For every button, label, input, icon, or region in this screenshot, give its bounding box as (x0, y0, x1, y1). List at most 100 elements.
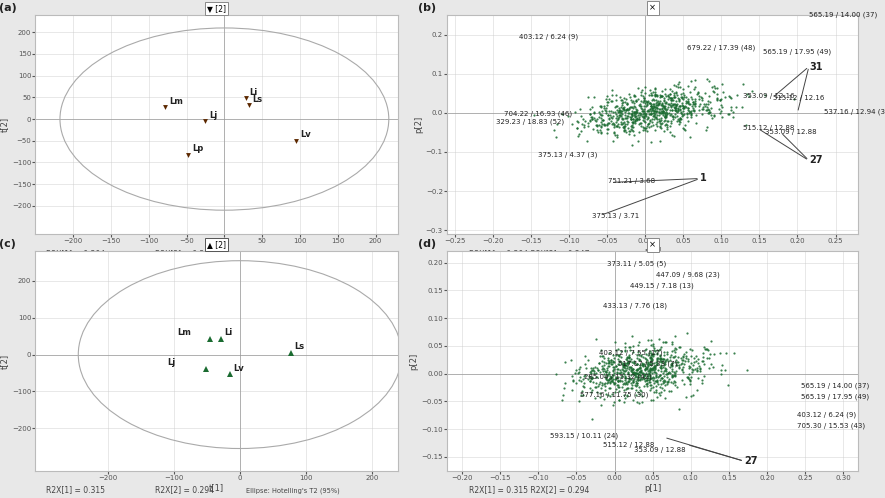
Point (639, 346, 653, 354)
Point (586, 125, 600, 133)
Point (627, 359, 642, 367)
Point (643, 138, 658, 146)
Point (658, 356, 673, 364)
Point (617, 106, 631, 114)
Point (603, 378, 617, 386)
Point (637, 375, 651, 383)
Point (650, 99, 664, 107)
Point (640, 107, 654, 115)
Point (644, 349, 658, 357)
Point (680, 113, 694, 121)
Point (650, 111, 664, 119)
Point (697, 373, 712, 380)
Point (654, 388, 668, 396)
Point (645, 350, 659, 358)
Text: Lv: Lv (300, 130, 311, 139)
Point (714, 370, 728, 378)
Point (640, 382, 654, 390)
Point (666, 372, 680, 380)
Point (650, 376, 664, 384)
Point (657, 338, 671, 346)
Point (679, 103, 693, 111)
Point (626, 369, 640, 376)
Point (655, 357, 669, 365)
Point (617, 123, 631, 131)
Point (641, 367, 655, 375)
Point (707, 82, 721, 90)
Point (688, 95, 702, 103)
Point (635, 123, 650, 131)
Text: 565.19 / 14.00 (37): 565.19 / 14.00 (37) (801, 382, 870, 389)
Point (617, 94, 631, 102)
Point (658, 99, 673, 107)
Point (621, 127, 635, 135)
Point (630, 108, 644, 116)
Text: (b): (b) (418, 3, 436, 13)
Point (710, 95, 724, 103)
Point (635, 98, 650, 106)
Point (697, 361, 712, 369)
Point (628, 369, 643, 377)
Y-axis label: t[2]: t[2] (0, 354, 9, 369)
Point (684, 112, 698, 120)
Point (613, 347, 627, 355)
Point (618, 394, 632, 402)
Point (655, 92, 669, 100)
Point (587, 93, 601, 101)
Point (624, 371, 638, 378)
Point (622, 374, 636, 382)
Point (598, 379, 612, 387)
Text: R2X[1] = 0.304: R2X[1] = 0.304 (46, 249, 105, 258)
Text: Lj: Lj (209, 111, 218, 120)
Point (649, 364, 663, 372)
Point (724, 106, 738, 114)
Point (624, 122, 638, 129)
Point (663, 90, 677, 98)
Point (637, 365, 651, 373)
Point (643, 372, 658, 379)
Point (625, 98, 639, 106)
Point (628, 106, 643, 114)
Point (713, 96, 727, 104)
Point (647, 366, 661, 374)
Point (652, 108, 666, 116)
Point (667, 103, 681, 111)
Point (691, 88, 705, 96)
Point (644, 361, 658, 369)
Point (625, 333, 639, 341)
Point (688, 354, 702, 362)
Point (678, 122, 692, 129)
Point (643, 102, 658, 110)
Point (646, 121, 660, 129)
Point (633, 363, 647, 371)
Point (623, 343, 637, 351)
Point (626, 123, 640, 131)
Point (657, 104, 671, 112)
Point (606, 371, 620, 378)
Point (599, 105, 613, 113)
Point (610, 116, 624, 124)
Point (654, 356, 668, 364)
X-axis label: t[1]: t[1] (209, 484, 225, 493)
Point (643, 364, 658, 372)
Point (721, 111, 735, 119)
Point (605, 97, 620, 105)
Point (647, 104, 661, 112)
Point (646, 95, 660, 103)
Point (627, 375, 641, 383)
Point (650, 354, 665, 362)
Point (621, 363, 635, 371)
Point (641, 362, 655, 370)
Point (653, 371, 667, 379)
Point (712, 96, 727, 104)
Point (634, 351, 648, 359)
Point (654, 358, 668, 366)
Point (613, 366, 627, 374)
Point (664, 361, 678, 369)
Point (703, 108, 717, 116)
Point (682, 363, 696, 371)
Point (599, 120, 613, 128)
Point (640, 123, 654, 130)
Point (578, 371, 592, 379)
Point (634, 390, 648, 398)
